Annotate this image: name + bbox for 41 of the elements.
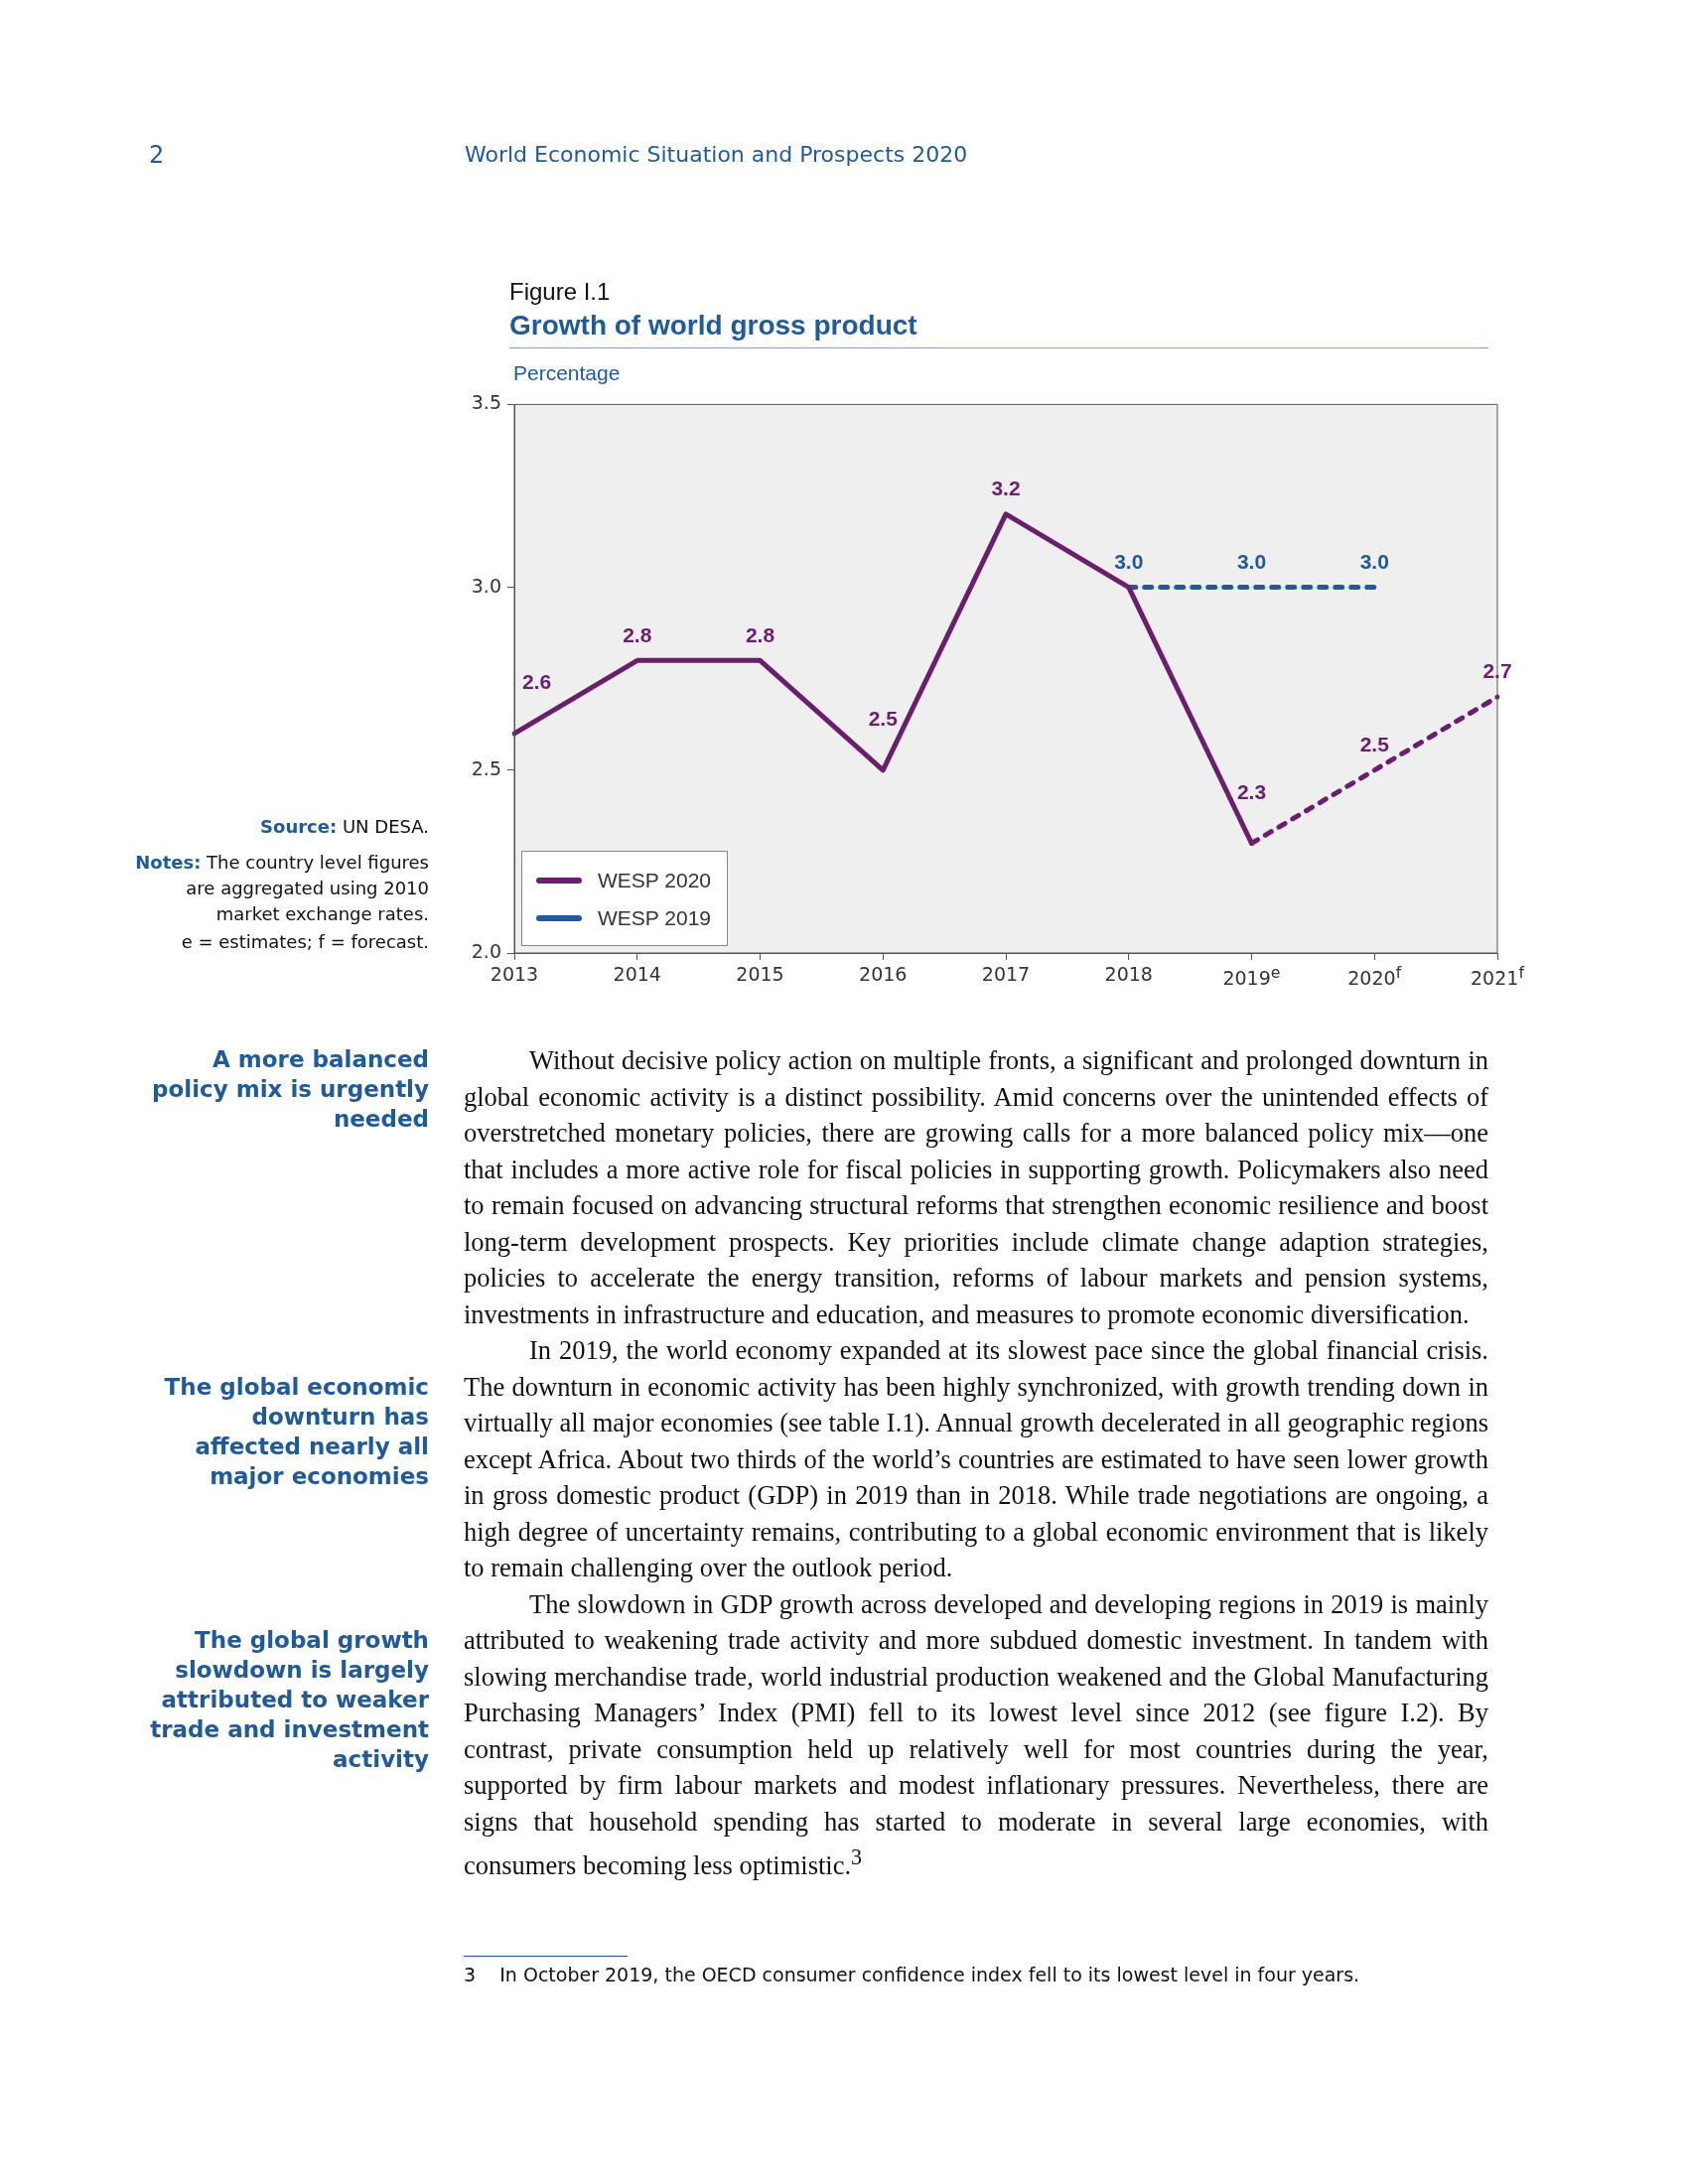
x-tick-label: 2018 xyxy=(1103,963,1154,985)
x-tick-label: 2014 xyxy=(612,963,662,985)
text: Notes: The country level figures are aggregated using 2010 market exchange rates. xyxy=(134,851,429,926)
data-label: 2.5 xyxy=(1359,733,1390,756)
text: e = estimates; f = forecast. xyxy=(180,930,429,954)
data-label: 3.0 xyxy=(1236,549,1267,573)
y-axis-title: Percentage xyxy=(513,361,621,385)
y-tick-label: 3.0 xyxy=(471,574,501,597)
text: A more balanced policy mix is urgently needed xyxy=(151,1045,429,1134)
x-tick-label: 2015 xyxy=(735,963,785,985)
x-tick-label: 2019$^{e}$ xyxy=(1221,963,1282,990)
text: In 2019, the world economy expanded at its slowest pace since the global financial crisis. The downturn in economic activity has been highly synchronized, with growth trending down in virtually all major economies (see table I.1). Annual growth decelerated in all geographic regions except Africa. About two thirds of the world’s countries are estimated to have seen lower growth in gross domestic product (GDP) in 2019 than in 2018. While trade negotiations are ongoing, a high degree of uncertainty remains, contributing to a global economic environment that is likely to remain challenging over the outlook period. xyxy=(464,1334,1488,1584)
x-tick-label: 2016 xyxy=(858,963,909,985)
data-label: 2.7 xyxy=(1482,659,1512,683)
data-label: 2.3 xyxy=(1236,779,1267,803)
legend-label: WESP 2019 xyxy=(598,906,712,930)
chart-title: Growth of world gross product xyxy=(509,310,917,341)
text: Without decisive policy action on multiple fronts, a significant and prolonged downturn in global economic activity is a distinct possibility. Amid concerns over the unintended effects of overstretched monetary policies, there are growing calls for a more balanced policy mix—one that includes a more active role for fiscal policies in supporting growth. Policymakers also need to remain focused on advancing structural reforms that strengthen economic resilience and boost long-term development prospects. Key priorities include climate change adaption strategies, policies to accelerate the energy transition, reforms of labour markets and pension systems, investments in infrastructure and education, and measures to promote economic diversification. xyxy=(464,1044,1488,1331)
text: World Economic Situation and Prospects 2020 xyxy=(465,142,968,167)
y-tick-label: 2.5 xyxy=(471,756,501,779)
x-tick-label: 2020$^{f}$ xyxy=(1346,963,1403,990)
data-label: 3.0 xyxy=(1359,549,1389,573)
data-label: 2.5 xyxy=(868,707,899,731)
text: The global growth slowdown is largely attributed to weaker trade and investment activity xyxy=(149,1626,429,1774)
x-tick-label: 2017 xyxy=(980,963,1032,985)
x-tick-label: 2013 xyxy=(489,963,540,985)
data-label: 3.0 xyxy=(1114,549,1144,573)
text: 2 xyxy=(149,141,165,169)
source-note: Source: UN DESA. xyxy=(259,815,429,839)
y-tick-label: 2.0 xyxy=(471,939,501,962)
data-label: 2.6 xyxy=(522,670,552,694)
y-tick-label: 3.5 xyxy=(471,391,501,414)
text: The slowdown in GDP growth across developed and developing regions in 2019 is mainly attributed to weakening trade activity and more subdued domestic investment. In tandem with slowing merchandise trade, world industrial production weakened and the Global Manufacturing Purchasing Managers’ Index (PMI) fell to its lowest level since 2012 (see figure I.2). By contrast, private consumption held up relatively well for most countries during the year, supported by firm labour markets and modest inflationary pressures. Nevertheless, there are signs that household spending has started to moderate in several large economies, with consumers becoming less optimistic.$^{3}$ xyxy=(464,1588,1488,1880)
legend-label: WESP 2020 xyxy=(598,869,712,892)
data-label: 2.8 xyxy=(623,622,652,646)
chart-subtitle: Figure I.1 xyxy=(509,278,611,306)
data-label: 2.8 xyxy=(745,622,775,646)
text: The global economic downturn has affected nearly all major economies xyxy=(163,1373,429,1491)
x-tick-label: 2021$^{f}$ xyxy=(1470,963,1526,990)
text: 3 In October 2019, the OECD consumer confidence index fell to its lowest level in four years. xyxy=(464,1964,1360,1985)
data-label: 3.2 xyxy=(991,477,1021,500)
